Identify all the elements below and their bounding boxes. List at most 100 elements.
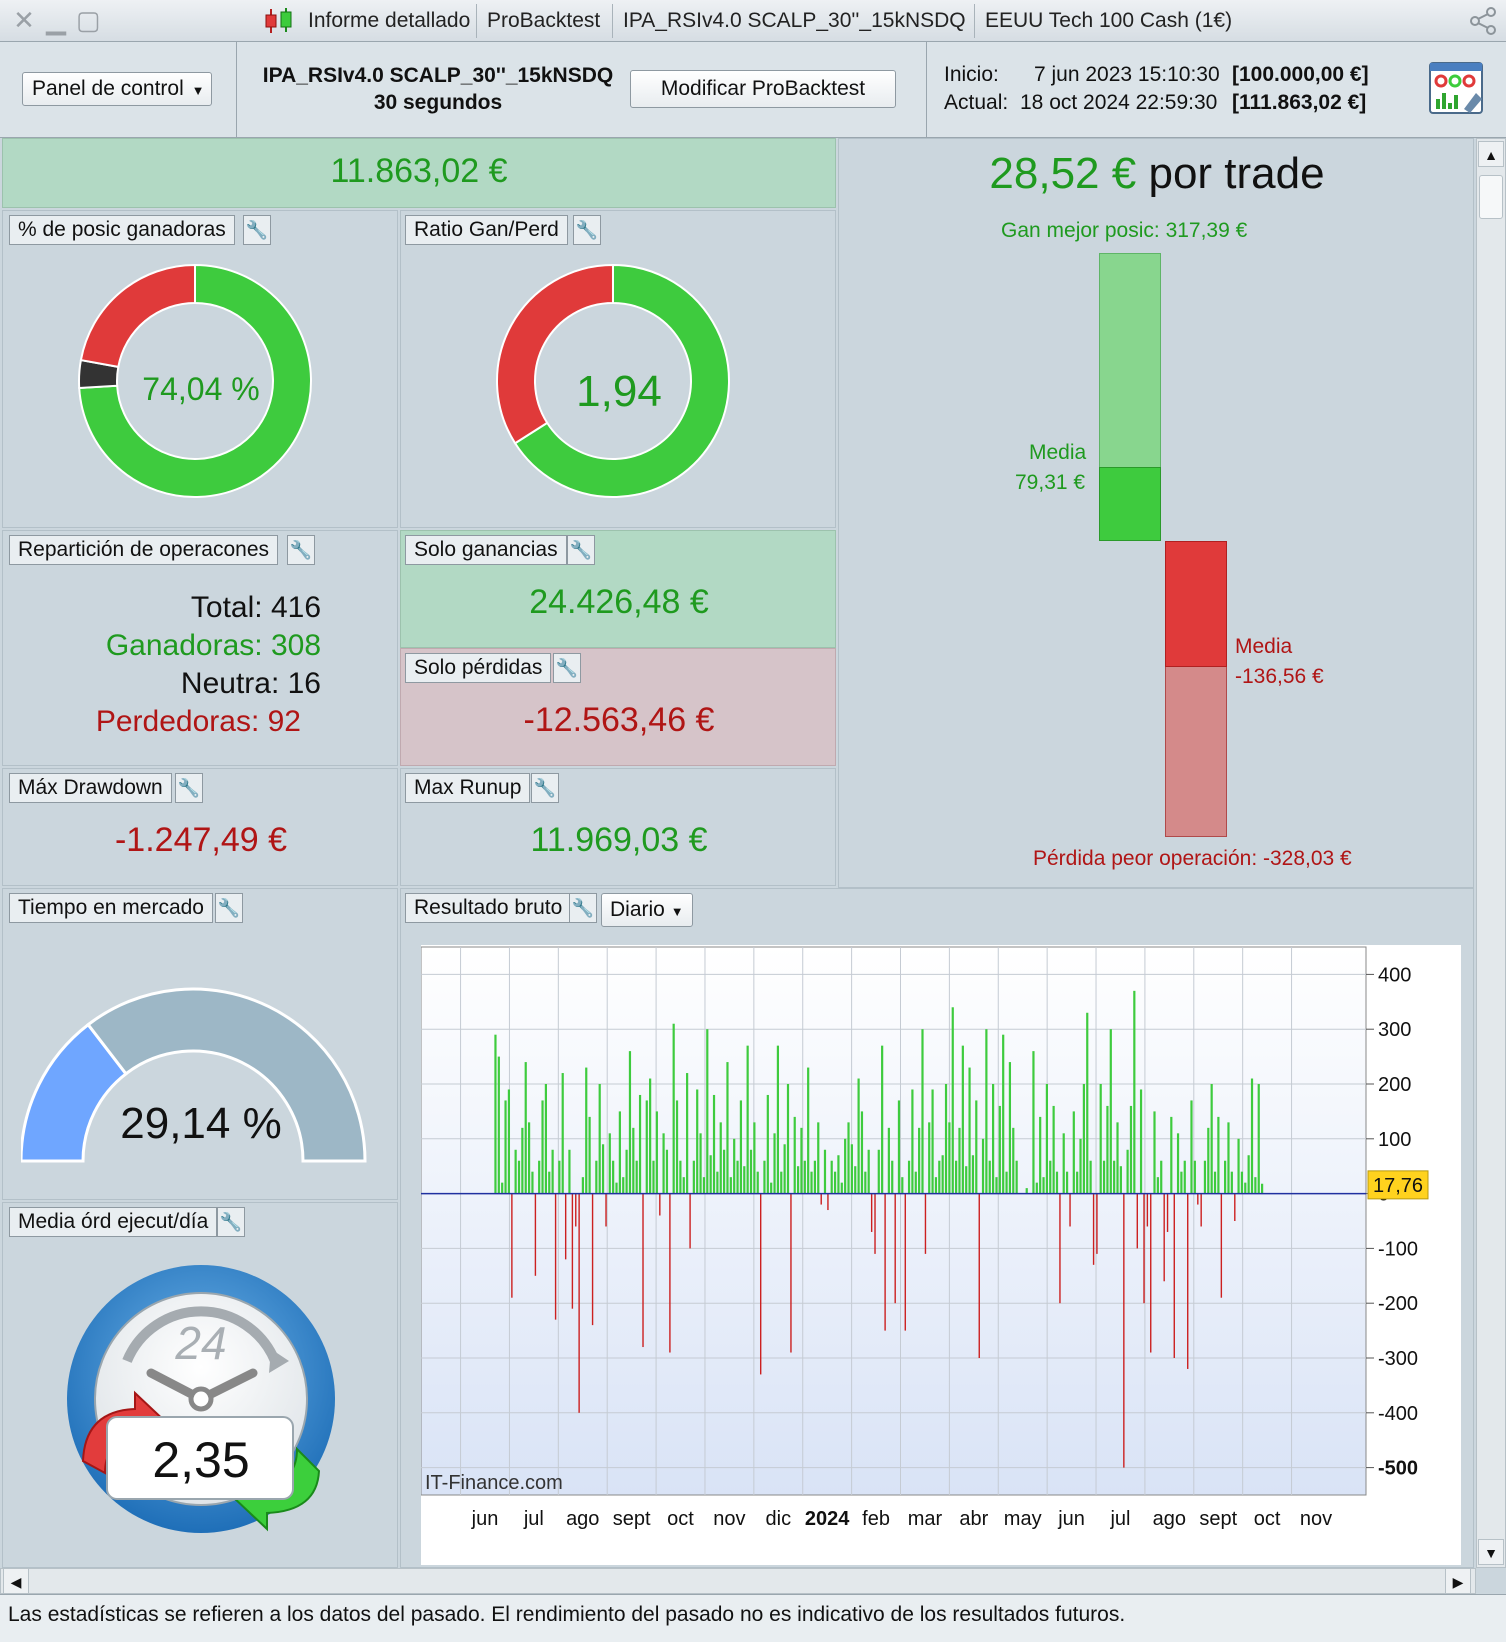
result-bar [759, 1193, 762, 1375]
wrench-icon[interactable]: 🔧 [175, 773, 203, 803]
result-bar [907, 1160, 911, 1194]
result-bar [1237, 1138, 1240, 1194]
strategy-name: IPA_RSIv4.0 SCALP_30''_15kNSDQ [262, 64, 614, 87]
x-tick-label: may [1004, 1508, 1042, 1530]
wrench-icon[interactable]: 🔧 [243, 215, 271, 245]
share-icon[interactable] [1468, 6, 1498, 36]
tab-instrument[interactable]: EEUU Tech 100 Cash (1€) [985, 9, 1233, 32]
wrench-icon[interactable]: 🔧 [217, 1207, 245, 1237]
x-tick-label: oct [667, 1508, 694, 1530]
result-bar [928, 1122, 931, 1194]
result-bar [1240, 1171, 1244, 1194]
minimize-icon[interactable]: ▁ [46, 5, 66, 35]
gain-loss-ratio-donut [496, 263, 730, 498]
result-bar [591, 1193, 594, 1326]
max-drawdown-label: Máx Drawdown [9, 773, 172, 803]
result-bar [649, 1078, 652, 1194]
last-value-badge [1367, 1170, 1429, 1200]
result-bar [618, 1111, 621, 1194]
time-in-market-value: 29,14 % [120, 1099, 282, 1148]
result-bar [894, 1193, 896, 1304]
result-bar [921, 1029, 924, 1194]
wrench-icon[interactable]: 🔧 [287, 535, 315, 565]
horizontal-scrollbar[interactable]: ◀ ▶ [0, 1568, 1476, 1594]
result-bar [1119, 1166, 1122, 1194]
result-bar [1052, 1105, 1055, 1194]
scroll-right-icon[interactable]: ▶ [1445, 1568, 1471, 1594]
vertical-scrollbar[interactable]: ▲ ▼ [1476, 138, 1506, 1568]
x-tick-label: ago [1153, 1508, 1186, 1530]
result-bar [891, 1160, 894, 1194]
result-bar [1227, 1122, 1230, 1194]
result-bar [1025, 1188, 1028, 1194]
result-bar [978, 1193, 980, 1358]
result-bar [790, 1193, 792, 1353]
time-in-market-gauge [21, 987, 367, 1163]
scroll-left-icon[interactable]: ◀ [3, 1568, 29, 1594]
wrench-icon[interactable]: 🔧 [573, 215, 601, 245]
report-chart-icon[interactable] [1428, 59, 1486, 117]
result-bar [524, 1062, 527, 1194]
wrench-icon[interactable]: 🔧 [215, 893, 243, 923]
result-bar [632, 1127, 635, 1194]
avg-orders-value: 2,35 [152, 1432, 250, 1488]
worst-trade-label: Pérdida peor operación: -328,03 € [1033, 847, 1352, 870]
result-bar [1123, 1193, 1125, 1468]
x-tick-label: jun [1057, 1508, 1085, 1530]
result-bar [568, 1149, 571, 1194]
result-bar [833, 1171, 837, 1194]
result-bar [1217, 1116, 1220, 1194]
result-bar [507, 1089, 511, 1194]
y-tick-label: -100 [1378, 1238, 1418, 1260]
tab-detailed-report[interactable]: Informe detallado [308, 9, 471, 32]
avg-gain-label: Media [1029, 441, 1087, 464]
close-icon[interactable]: ✕ [13, 5, 35, 35]
x-tick-label: feb [862, 1508, 890, 1530]
scroll-down-icon[interactable]: ▼ [1478, 1539, 1504, 1565]
panel-select[interactable]: Panel de control ▼ [22, 72, 212, 106]
result-bar [860, 1111, 864, 1194]
result-bar [669, 1193, 671, 1353]
result-bar [1102, 1160, 1106, 1194]
tab-strategy[interactable]: IPA_RSIv4.0 SCALP_30''_15kNSDQ [623, 9, 966, 32]
chart-watermark: IT-Finance.com [425, 1472, 563, 1494]
avg-loss-label: Media [1235, 635, 1293, 658]
wrench-icon[interactable]: 🔧 [531, 773, 559, 803]
modify-probacktest-button[interactable]: Modificar ProBacktest [630, 70, 896, 108]
x-tick-label: jul [1109, 1508, 1130, 1530]
wrench-icon[interactable]: 🔧 [553, 653, 581, 683]
scrollbar-thumb[interactable] [1479, 175, 1503, 219]
only-losses-value: -12.563,46 € [523, 701, 715, 739]
result-bar [874, 1193, 876, 1254]
avg-gain-bar [1099, 467, 1161, 541]
avg-loss-bar [1165, 541, 1227, 667]
result-bar [1086, 1012, 1089, 1194]
gain-loss-ratio-value: 1,94 [576, 367, 662, 416]
wrench-icon[interactable]: 🔧 [567, 535, 595, 565]
wrench-icon[interactable]: 🔧 [569, 893, 597, 923]
x-tick-label: nov [1300, 1508, 1332, 1530]
period-select[interactable]: Diario ▼ [601, 893, 693, 927]
result-bar [975, 1100, 978, 1194]
result-bar [605, 1193, 607, 1227]
max-runup-value: 11.969,03 € [530, 821, 708, 859]
result-bar [581, 1177, 584, 1194]
loss-segment [79, 263, 196, 369]
result-bar [1150, 1193, 1152, 1353]
result-bar [712, 1094, 716, 1194]
result-bar [965, 1166, 968, 1194]
result-bar [1193, 1160, 1196, 1194]
result-bar [692, 1160, 695, 1194]
avg-loss-value: -136,56 € [1235, 665, 1324, 688]
scroll-up-icon[interactable]: ▲ [1478, 141, 1504, 167]
result-bar [924, 1193, 927, 1254]
avg-orders-panel: Media órd ejecut/día 🔧 24 2,35 [2, 1202, 398, 1568]
tab-probacktest[interactable]: ProBacktest [487, 9, 601, 32]
result-bar [904, 1193, 906, 1331]
result-bar [985, 1029, 988, 1194]
gauge-remaining [86, 987, 367, 1163]
result-bar [971, 1155, 975, 1194]
result-bar [716, 1171, 719, 1194]
maximize-icon[interactable]: ▢ [76, 5, 101, 35]
